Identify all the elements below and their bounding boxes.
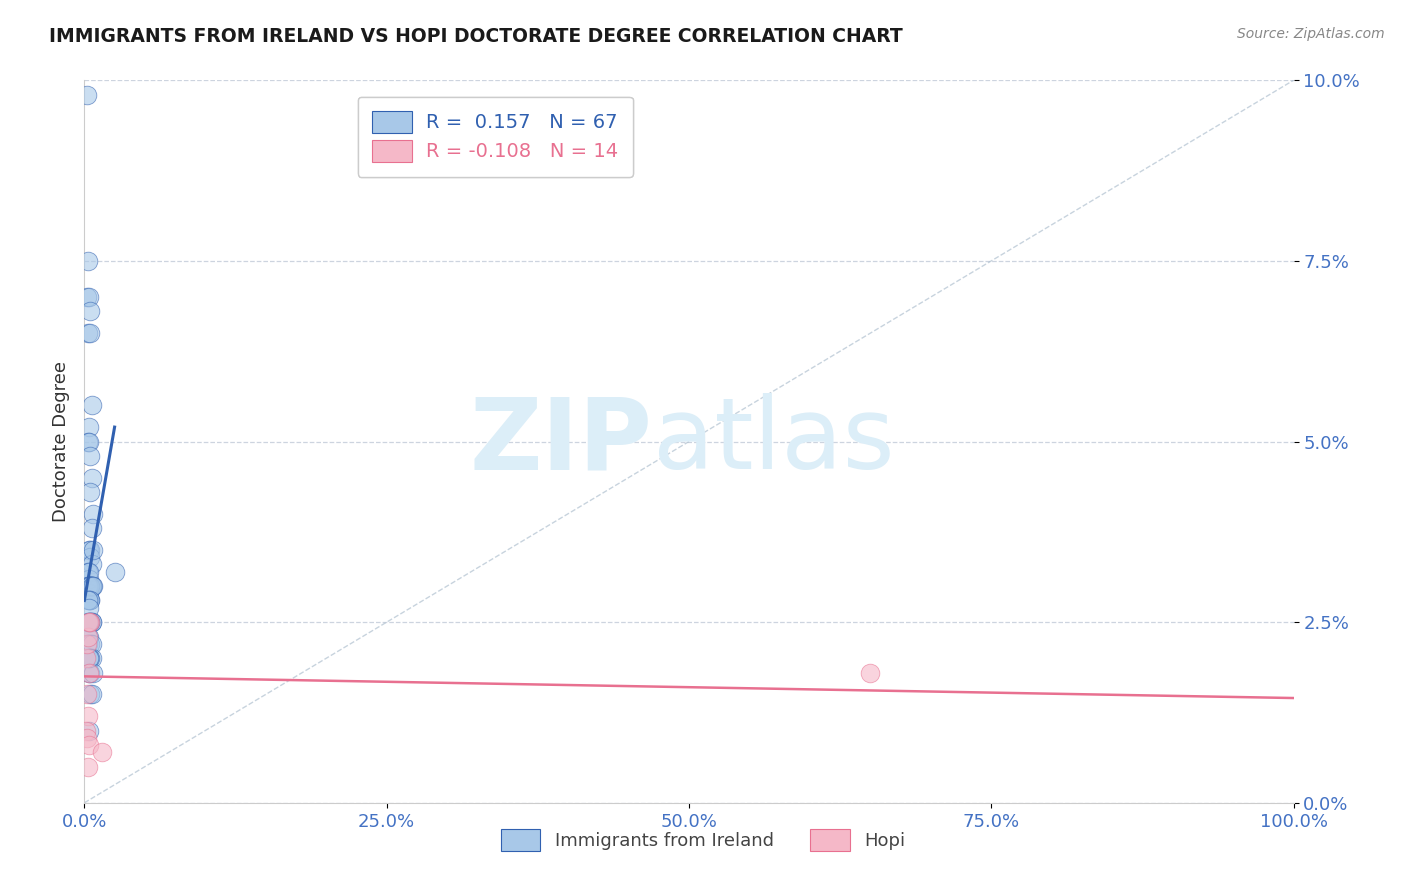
- Point: [77, 593, 100, 607]
- Point: [79, 579, 101, 593]
- Point: [77, 434, 100, 449]
- Point: [859, 665, 882, 680]
- Point: [75, 723, 97, 738]
- Point: [80, 558, 103, 572]
- Point: [80, 579, 103, 593]
- Point: [77, 630, 100, 644]
- Point: [77, 586, 100, 600]
- Point: [79, 304, 101, 318]
- Point: [77, 637, 100, 651]
- Point: [77, 326, 100, 341]
- Text: Source: ZipAtlas.com: Source: ZipAtlas.com: [1237, 27, 1385, 41]
- Text: IMMIGRANTS FROM IRELAND VS HOPI DOCTORATE DEGREE CORRELATION CHART: IMMIGRANTS FROM IRELAND VS HOPI DOCTORAT…: [49, 27, 903, 45]
- Point: [82, 665, 104, 680]
- Point: [77, 709, 100, 723]
- Point: [79, 485, 101, 500]
- Point: [80, 579, 103, 593]
- Point: [80, 579, 103, 593]
- Point: [77, 665, 100, 680]
- Point: [80, 521, 103, 535]
- Point: [80, 637, 103, 651]
- Point: [77, 565, 100, 579]
- Point: [79, 687, 101, 701]
- Point: [77, 579, 100, 593]
- Point: [80, 615, 103, 630]
- Point: [77, 579, 100, 593]
- Point: [104, 565, 127, 579]
- Point: [79, 579, 101, 593]
- Point: [75, 651, 97, 665]
- Point: [76, 637, 98, 651]
- Point: [77, 253, 100, 268]
- Point: [77, 565, 100, 579]
- Point: [80, 615, 103, 630]
- Point: [77, 542, 100, 557]
- Point: [79, 542, 101, 557]
- Point: [77, 651, 100, 665]
- Point: [79, 665, 101, 680]
- Point: [77, 572, 100, 586]
- Point: [77, 738, 100, 752]
- Point: [77, 593, 100, 607]
- Y-axis label: Doctorate Degree: Doctorate Degree: [52, 361, 70, 522]
- Point: [79, 579, 101, 593]
- Point: [77, 651, 100, 665]
- Point: [77, 630, 100, 644]
- Point: [82, 579, 104, 593]
- Point: [77, 615, 100, 630]
- Point: [77, 615, 100, 630]
- Text: ZIP: ZIP: [470, 393, 652, 490]
- Point: [77, 579, 100, 593]
- Point: [77, 600, 100, 615]
- Point: [76, 87, 98, 102]
- Point: [79, 593, 101, 607]
- Point: [79, 615, 101, 630]
- Point: [79, 550, 101, 565]
- Point: [80, 471, 103, 485]
- Point: [82, 542, 104, 557]
- Point: [77, 665, 100, 680]
- Point: [79, 326, 101, 341]
- Point: [77, 290, 100, 304]
- Point: [79, 637, 101, 651]
- Point: [79, 651, 101, 665]
- Text: atlas: atlas: [652, 393, 894, 490]
- Point: [79, 449, 101, 463]
- Point: [77, 760, 100, 774]
- Point: [82, 507, 104, 521]
- Point: [77, 723, 100, 738]
- Point: [91, 745, 114, 759]
- Point: [76, 290, 98, 304]
- Point: [77, 579, 100, 593]
- Point: [80, 687, 103, 701]
- Legend: R =  0.157   N = 67, R = -0.108   N = 14: R = 0.157 N = 67, R = -0.108 N = 14: [359, 96, 633, 177]
- Point: [80, 651, 103, 665]
- Point: [77, 630, 100, 644]
- Point: [79, 615, 101, 630]
- Point: [79, 579, 101, 593]
- Point: [79, 593, 101, 607]
- Point: [76, 687, 98, 701]
- Point: [80, 579, 103, 593]
- Legend: Immigrants from Ireland, Hopi: Immigrants from Ireland, Hopi: [486, 814, 920, 865]
- Point: [76, 731, 98, 745]
- Point: [77, 615, 100, 630]
- Point: [77, 579, 100, 593]
- Point: [77, 420, 100, 434]
- Point: [80, 398, 103, 412]
- Point: [79, 615, 101, 630]
- Point: [80, 579, 103, 593]
- Point: [77, 434, 100, 449]
